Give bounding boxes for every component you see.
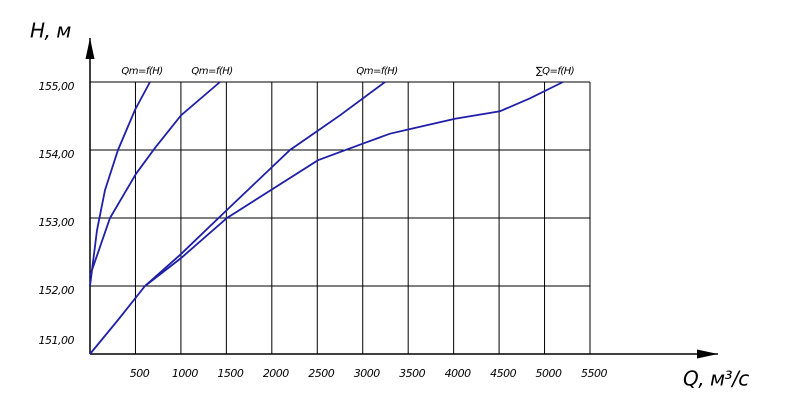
y-tick-label: 151,00 — [39, 334, 75, 347]
x-tick-label: 5500 — [581, 367, 607, 380]
x-tick-label: 3500 — [399, 367, 425, 380]
x-axis-title: Q, м³/с — [683, 367, 749, 391]
curve — [89, 81, 221, 277]
y-tick-label: 154,00 — [39, 148, 75, 161]
x-tick-label: 4500 — [490, 367, 516, 380]
x-tick-label: 3000 — [354, 367, 380, 380]
curve — [89, 81, 386, 355]
curve — [144, 81, 564, 287]
y-tick-label: 153,00 — [39, 216, 75, 229]
curve-label: Qm=f(H) — [121, 66, 162, 77]
x-tick-label: 2500 — [308, 367, 334, 380]
curve-label: Qm=f(H) — [356, 66, 397, 77]
x-tick-label: 1000 — [172, 367, 198, 380]
x-tick-label: 1500 — [217, 367, 243, 380]
curve-label: ∑Q=f(H) — [536, 66, 574, 77]
y-tick-label: 155,00 — [39, 80, 75, 93]
curve-label: Qm=f(H) — [191, 66, 232, 77]
x-tick-label: 4000 — [445, 367, 471, 380]
curve — [89, 81, 151, 287]
y-axis-title: H, м — [30, 19, 71, 43]
y-tick-label: 152,00 — [39, 284, 75, 297]
x-tick-label: 500 — [130, 367, 150, 380]
x-tick-label: 2000 — [263, 367, 289, 380]
x-tick-label: 5000 — [536, 367, 562, 380]
